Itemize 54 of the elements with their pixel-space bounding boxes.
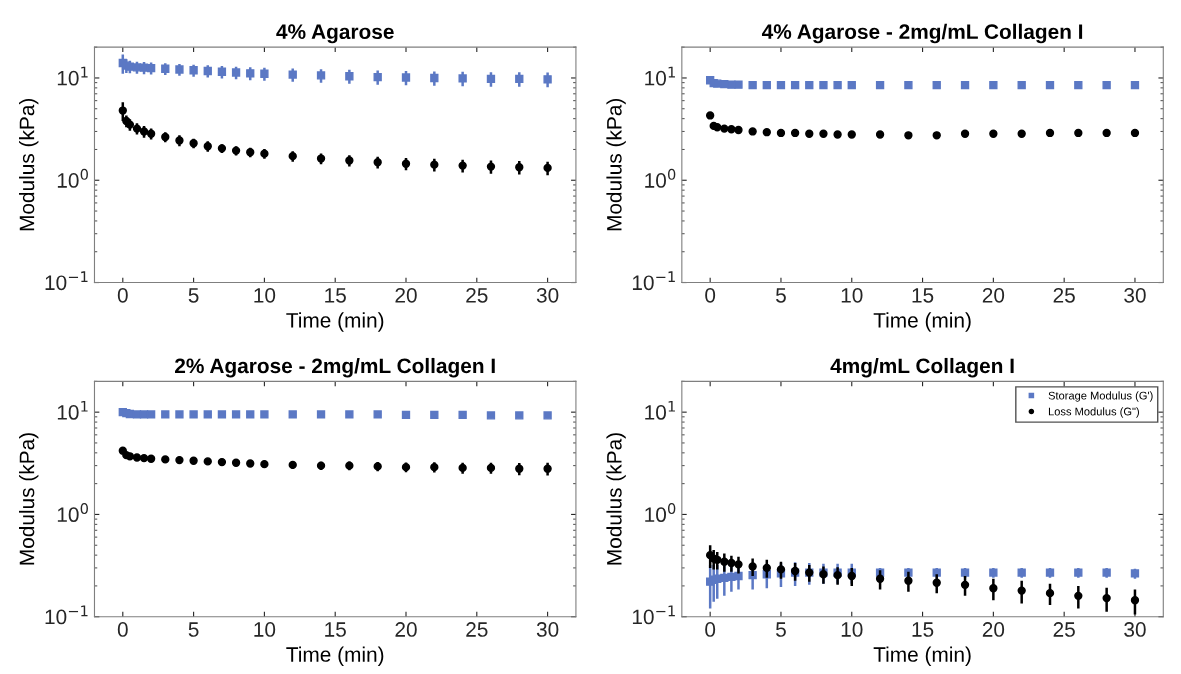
x-axis-title: Time (min) [873,646,971,666]
x-tick-label: 10 [254,287,276,303]
y-tick-label: 10$^{0}$ [57,168,88,188]
chart-title: 4% Agarose - 2mg/mL Collagen I [761,23,1083,44]
x-tick-label: 5 [776,622,786,637]
x-tick-label: 0 [705,287,716,303]
x-tick-label: 5 [188,622,199,637]
y-tick-label: 10$^{1}$ [57,66,88,86]
x-tick-label: 25 [466,287,488,303]
x-tick-label: 10 [254,622,276,637]
y-tick-label: 10$^{0}$ [645,503,676,523]
y-tick-label: 10$^{−1}$ [632,271,675,291]
y-axis-title: Modulus (kPa) [606,433,626,565]
x-tick-label: 25 [466,622,488,637]
legend-label: Storage Modulus (G') [1048,391,1153,402]
x-tick-label: 0 [117,287,128,303]
x-tick-label: 20 [982,287,1005,303]
x-axis-title: Time (min) [873,312,971,332]
x-tick-label: 5 [188,288,199,303]
x-tick-label: 30 [1124,622,1146,637]
x-tick-label: 0 [117,622,128,637]
legend-label: Loss Modulus (G") [1048,407,1139,418]
y-tick-label: 10$^{1}$ [57,400,88,420]
x-tick-label: 20 [395,622,417,637]
x-tick-label: 15 [912,288,934,303]
x-axis-title: Time (min) [286,312,384,332]
y-tick-label: 10$^{−1}$ [45,605,88,625]
x-tick-label: 30 [1124,287,1146,303]
x-tick-label: 0 [705,622,716,637]
y-tick-label: 10$^{−1}$ [45,271,88,291]
chart-title: 4mg/mL Collagen I [830,357,1014,378]
x-tick-label: 5 [776,288,786,303]
x-axis-title: Time (min) [286,646,384,666]
x-tick-label: 30 [536,287,559,303]
x-tick-label: 15 [912,622,934,637]
chart-title: 4% Agarose [276,24,394,44]
y-axis-title: Modulus (kPa) [19,98,39,231]
x-tick-label: 25 [1053,622,1075,637]
x-tick-label: 10 [841,287,863,303]
y-tick-label: 10$^{1}$ [645,400,675,420]
x-tick-label: 20 [395,287,417,303]
y-tick-label: 10$^{−1}$ [632,605,675,625]
x-tick-label: 30 [536,622,559,637]
x-tick-label: 15 [325,288,346,303]
x-tick-label: 10 [841,622,863,637]
x-tick-label: 20 [982,622,1005,637]
y-tick-label: 10$^{0}$ [57,503,88,523]
x-tick-label: 25 [1053,287,1075,303]
y-tick-label: 10$^{0}$ [645,168,676,188]
y-axis-title: Modulus (kPa) [19,433,39,565]
y-tick-label: 10$^{1}$ [645,66,675,86]
y-axis-title: Modulus (kPa) [606,98,626,231]
chart-title: 2% Agarose - 2mg/mL Collagen I [175,357,495,378]
x-tick-label: 15 [325,622,346,637]
